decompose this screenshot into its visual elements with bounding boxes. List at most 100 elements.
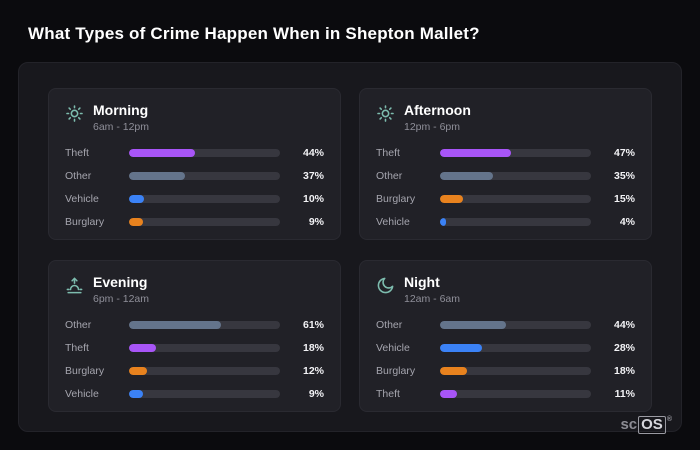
bar-track	[129, 218, 280, 226]
moon-icon	[376, 276, 395, 295]
bar-rows: Theft 44% Other 37% Vehicle 10% Burglary	[65, 146, 324, 229]
bar-label: Theft	[65, 147, 89, 159]
bar-label: Burglary	[65, 216, 105, 228]
bar-label: Other	[65, 319, 92, 331]
bar-value: 44%	[613, 319, 635, 331]
card-title: Afternoon	[404, 102, 471, 118]
bar-value: 9%	[308, 388, 324, 400]
bar-track	[440, 321, 591, 329]
card-subtitle: 12am - 6am	[404, 293, 461, 305]
bar-value: 37%	[302, 170, 324, 182]
bar-fill	[440, 149, 511, 157]
bar-rows: Other 61% Theft 18% Burglary 12% Vehicle	[65, 318, 324, 401]
sunset-icon	[65, 276, 84, 295]
bar-track	[440, 172, 591, 180]
bar-row: Other 37%	[65, 169, 324, 183]
bar-track	[129, 172, 280, 180]
bar-fill	[440, 367, 468, 375]
bar-fill	[440, 390, 457, 398]
bar-fill	[129, 218, 143, 226]
bar-row: Burglary 9%	[65, 215, 324, 229]
bar-label: Theft	[376, 147, 400, 159]
card-header: Evening 6pm - 12am	[65, 274, 324, 305]
bar-track	[440, 367, 591, 375]
logo-sc-text: sc	[620, 416, 638, 434]
bar-row: Burglary 18%	[376, 364, 635, 378]
bar-track	[440, 390, 591, 398]
bar-fill	[129, 321, 222, 329]
bar-row: Theft 11%	[376, 387, 635, 401]
sun-icon	[65, 104, 84, 123]
bar-value: 28%	[613, 342, 635, 354]
card-subtitle: 12pm - 6pm	[404, 121, 461, 133]
bar-row: Other 35%	[376, 169, 635, 183]
bar-row: Vehicle 9%	[65, 387, 324, 401]
bar-track	[129, 195, 280, 203]
bar-track	[129, 149, 280, 157]
bar-fill	[440, 172, 493, 180]
card-heading-text: Evening 6pm - 12am	[93, 274, 149, 305]
bar-track	[129, 344, 280, 352]
bar-value: 10%	[302, 193, 324, 205]
bar-row: Other 44%	[376, 318, 635, 332]
card-evening: Evening 6pm - 12am Other 61% Theft 18% B…	[48, 260, 341, 412]
card-subtitle: 6pm - 12am	[93, 293, 150, 305]
bar-row: Other 61%	[65, 318, 324, 332]
bar-fill	[440, 344, 483, 352]
bar-value: 61%	[302, 319, 324, 331]
bar-label: Theft	[65, 342, 89, 354]
card-header: Afternoon 12pm - 6pm	[376, 102, 635, 133]
bar-row: Burglary 12%	[65, 364, 324, 378]
crime-by-time-panel: Morning 6am - 12pm Theft 44% Other 37% V…	[18, 62, 682, 432]
bar-fill	[129, 149, 196, 157]
bar-value: 4%	[619, 216, 635, 228]
bar-fill	[129, 195, 145, 203]
card-afternoon: Afternoon 12pm - 6pm Theft 47% Other 35%…	[359, 88, 652, 240]
page-title: What Types of Crime Happen When in Shept…	[28, 24, 480, 43]
bar-row: Theft 47%	[376, 146, 635, 160]
registered-mark: ®	[666, 415, 672, 423]
bar-label: Burglary	[376, 365, 416, 377]
bar-label: Other	[376, 319, 403, 331]
bar-label: Other	[376, 170, 403, 182]
bar-rows: Theft 47% Other 35% Burglary 15% Vehicle	[376, 146, 635, 229]
card-morning: Morning 6am - 12pm Theft 44% Other 37% V…	[48, 88, 341, 240]
bar-track	[129, 321, 280, 329]
bar-track	[440, 218, 591, 226]
bar-fill	[440, 195, 463, 203]
bar-row: Vehicle 4%	[376, 215, 635, 229]
card-heading-text: Night 12am - 6am	[404, 274, 460, 305]
card-heading-text: Afternoon 12pm - 6pm	[404, 102, 471, 133]
logo-os-text: OS	[638, 415, 666, 434]
bar-fill	[440, 321, 507, 329]
bar-row: Theft 18%	[65, 341, 324, 355]
card-title: Morning	[93, 102, 149, 118]
bar-value: 35%	[613, 170, 635, 182]
bar-fill	[129, 344, 157, 352]
bar-label: Other	[65, 170, 92, 182]
bar-track	[440, 344, 591, 352]
bar-row: Vehicle 10%	[65, 192, 324, 206]
bar-track	[440, 195, 591, 203]
bar-value: 44%	[302, 147, 324, 159]
card-header: Night 12am - 6am	[376, 274, 635, 305]
bar-value: 18%	[613, 365, 635, 377]
bar-label: Burglary	[376, 193, 416, 205]
bar-fill	[129, 367, 148, 375]
bar-row: Theft 44%	[65, 146, 324, 160]
bar-track	[129, 390, 280, 398]
bar-label: Vehicle	[65, 388, 99, 400]
bar-value: 11%	[614, 388, 635, 400]
bar-row: Burglary 15%	[376, 192, 635, 206]
bar-fill	[129, 390, 143, 398]
card-subtitle: 6am - 12pm	[93, 121, 150, 133]
bar-label: Theft	[376, 388, 400, 400]
card-night: Night 12am - 6am Other 44% Vehicle 28% B…	[359, 260, 652, 412]
bar-value: 18%	[302, 342, 324, 354]
bar-label: Vehicle	[376, 342, 410, 354]
scos-logo: sc OS ®	[620, 415, 672, 434]
card-title: Night	[404, 274, 440, 290]
cards-grid: Morning 6am - 12pm Theft 44% Other 37% V…	[48, 88, 652, 412]
card-title: Evening	[93, 274, 148, 290]
bar-value: 47%	[613, 147, 635, 159]
